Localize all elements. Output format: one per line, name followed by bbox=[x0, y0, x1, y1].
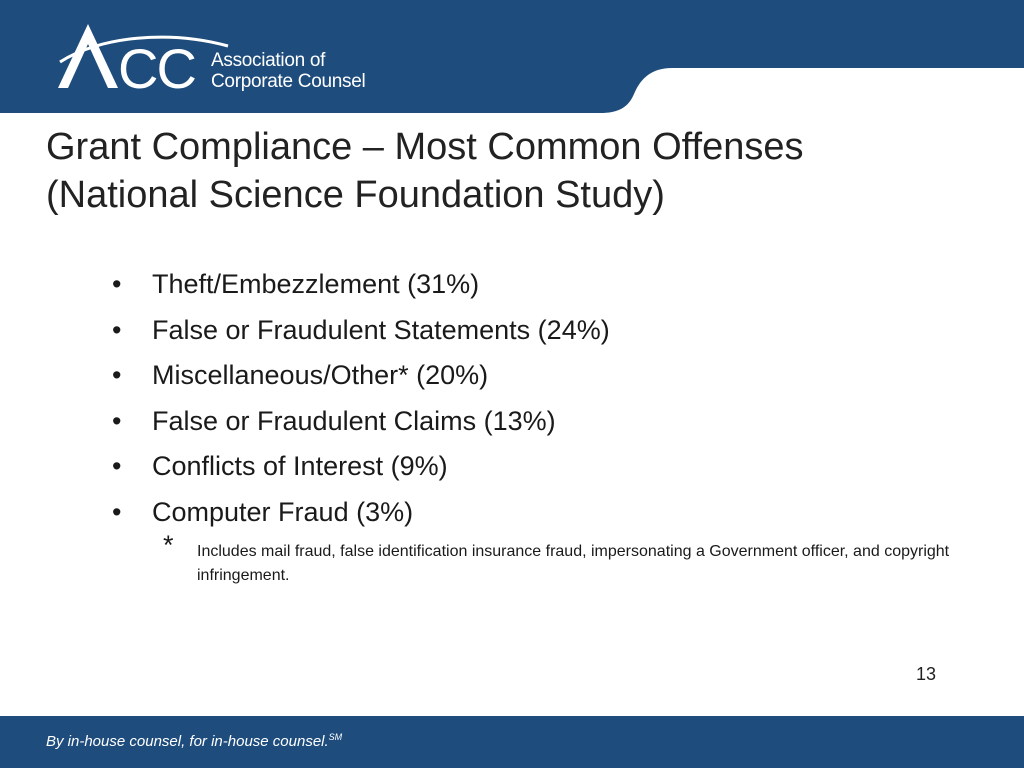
bullet-icon: • bbox=[112, 314, 122, 345]
list-item: • Theft/Embezzlement (31%) bbox=[112, 262, 610, 308]
slide-title-line2: (National Science Foundation Study) bbox=[46, 174, 665, 216]
footnote-text: Includes mail fraud, false identificatio… bbox=[197, 543, 950, 584]
bullet-icon: • bbox=[112, 496, 122, 527]
acc-logo: CC bbox=[58, 24, 229, 100]
offense-list: • Theft/Embezzlement (31%) • False or Frau… bbox=[112, 262, 610, 535]
list-item: • Miscellaneous/Other* (20%) bbox=[112, 353, 610, 399]
list-item-text: Miscellaneous/Other* (20%) bbox=[152, 360, 489, 390]
list-item: • Computer Fraud (3%) bbox=[112, 490, 610, 536]
header-banner: CC Association of Corporate Counsel bbox=[0, 0, 1024, 120]
bullet-icon: • bbox=[112, 451, 122, 481]
slide-title: Grant Compliance – Most Common Offenses … bbox=[46, 123, 996, 219]
bullet-icon: • bbox=[112, 360, 122, 390]
org-name-line1: Association of bbox=[211, 50, 326, 71]
list-item-text: Computer Fraud (3%) bbox=[152, 496, 414, 527]
list-item-text: Theft/Embezzlement (31%) bbox=[152, 269, 480, 299]
list-item-text: Conflicts of Interest (9%) bbox=[152, 451, 448, 481]
footer-bar bbox=[0, 716, 1024, 768]
footer-tagline: By in-house counsel, for in-house counse… bbox=[46, 732, 342, 750]
footer-tagline-text: By in-house counsel, for in-house counse… bbox=[46, 733, 329, 750]
header-banner-shape: CC bbox=[0, 0, 1024, 113]
list-item: • Conflicts of Interest (9%) bbox=[112, 444, 610, 490]
slide-title-line1: Grant Compliance – Most Common Offenses bbox=[46, 126, 804, 168]
svg-text:CC: CC bbox=[118, 37, 195, 100]
bullet-icon: • bbox=[112, 405, 122, 436]
list-item: • False or Fraudulent Statements (24%) bbox=[112, 308, 610, 354]
org-name-line2: Corporate Counsel bbox=[211, 71, 366, 92]
service-mark: SM bbox=[328, 732, 343, 742]
page-number: 13 bbox=[915, 664, 936, 684]
footnote-marker: * bbox=[163, 530, 174, 560]
org-name: Association of Corporate Counsel bbox=[211, 50, 366, 92]
list-item-text: False or Fraudulent Claims (13%) bbox=[152, 405, 556, 436]
bullet-icon: • bbox=[112, 269, 122, 299]
list-item-text: False or Fraudulent Statements (24%) bbox=[152, 314, 610, 345]
list-item: • False or Fraudulent Claims (13%) bbox=[112, 399, 610, 445]
